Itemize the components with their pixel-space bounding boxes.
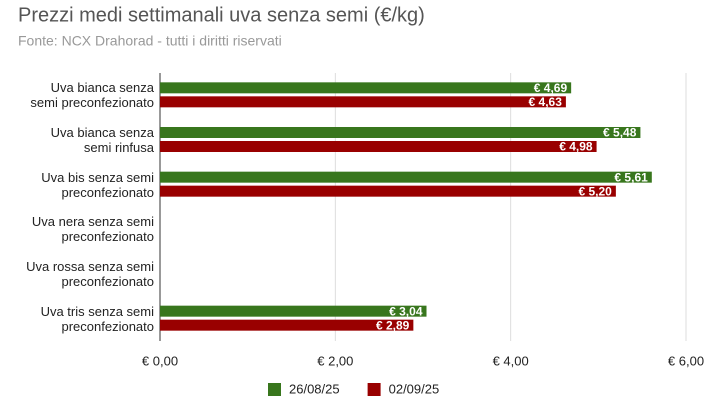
y-tick-label: Uva bianca senza semi rinfusa [50,125,154,155]
bar [160,171,652,183]
bar [160,82,572,94]
x-tick-label: € 4,00 [493,353,529,368]
data-label: € 5,20 [578,184,612,198]
legend-swatch [367,383,381,396]
y-tick-label: Uva bis senza semi preconfezionato [41,169,154,200]
legend-swatch [268,383,281,396]
bar [160,141,597,152]
data-label: € 5,48 [603,126,637,140]
bar [160,96,566,108]
legend-label: 26/08/25 [289,381,340,396]
chart-title: Prezzi medi settimanali uva senza semi (… [18,4,425,26]
y-tick-label: Uva bianca senza semi preconfezionato [30,80,154,111]
data-label: € 4,69 [534,81,568,95]
x-tick-label: € 2,00 [317,353,353,368]
bar [160,305,427,317]
legend-label: 02/09/25 [389,381,440,396]
bar [160,319,414,331]
x-tick-label: € 0,00 [142,353,178,368]
x-tick-label: € 6,00 [668,353,704,368]
chart-subtitle: Fonte: NCX Drahorad - tutti i diritti ri… [18,33,282,49]
y-tick-label: Uva tris senza semi preconfezionato [40,303,154,334]
data-label: € 4,63 [529,95,563,109]
data-label: € 4,98 [559,140,593,154]
data-label: € 2,89 [376,318,410,332]
bar [160,185,616,197]
data-label: € 3,04 [389,304,423,318]
bar [160,127,641,138]
y-tick-label: Uva nera senza semi preconfezionato [31,214,154,245]
y-tick-label: Uva rossa senza semi preconfezionato [26,259,154,289]
data-label: € 5,61 [614,170,648,184]
